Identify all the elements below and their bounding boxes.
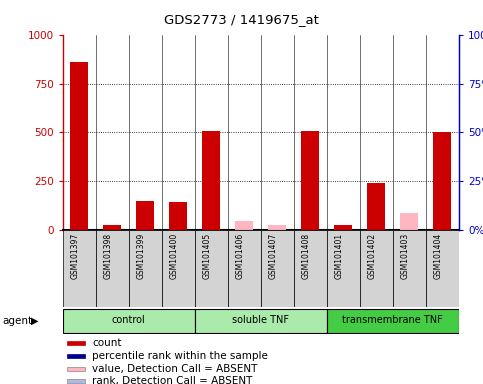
Text: value, Detection Call = ABSENT: value, Detection Call = ABSENT (92, 364, 258, 374)
Bar (195, 309, 327, 333)
Bar (67, 354, 85, 358)
Bar (327, 309, 459, 333)
Bar (202, 131, 220, 230)
Bar (136, 201, 155, 230)
Bar (162, 230, 195, 307)
Text: GSM101399: GSM101399 (136, 233, 145, 279)
Text: GSM101402: GSM101402 (368, 233, 376, 279)
Bar (70, 62, 88, 230)
Bar (400, 213, 418, 230)
Bar (367, 184, 385, 230)
Bar (426, 230, 459, 307)
Text: transmembrane TNF: transmembrane TNF (342, 315, 443, 325)
Bar (360, 230, 393, 307)
Bar (103, 225, 121, 230)
Bar (67, 379, 85, 383)
Text: GSM101407: GSM101407 (269, 233, 277, 279)
Bar (393, 230, 426, 307)
Bar (433, 131, 452, 230)
Text: soluble TNF: soluble TNF (232, 315, 289, 325)
Bar (327, 230, 360, 307)
Text: agent: agent (2, 316, 32, 326)
Bar (228, 230, 261, 307)
Text: GSM101406: GSM101406 (235, 233, 244, 279)
Text: ▶: ▶ (31, 316, 39, 326)
Text: GSM101404: GSM101404 (433, 233, 442, 279)
Bar (294, 230, 327, 307)
Bar (63, 230, 96, 307)
Text: GSM101408: GSM101408 (301, 233, 311, 279)
Text: GSM101405: GSM101405 (202, 233, 212, 279)
Text: GSM101403: GSM101403 (400, 233, 410, 279)
Bar (268, 225, 286, 230)
Text: GDS2773 / 1419675_at: GDS2773 / 1419675_at (164, 13, 319, 26)
Bar (301, 131, 319, 230)
Bar (334, 225, 353, 230)
Text: GSM101400: GSM101400 (170, 233, 178, 279)
Text: GSM101398: GSM101398 (103, 233, 112, 279)
Text: GSM101401: GSM101401 (334, 233, 343, 279)
Text: rank, Detection Call = ABSENT: rank, Detection Call = ABSENT (92, 376, 253, 384)
Bar (96, 230, 129, 307)
Text: percentile rank within the sample: percentile rank within the sample (92, 351, 269, 361)
Bar (63, 309, 195, 333)
Bar (67, 341, 85, 345)
Text: count: count (92, 338, 122, 348)
Bar (129, 230, 162, 307)
Text: GSM101397: GSM101397 (71, 233, 79, 279)
Bar (195, 230, 228, 307)
Bar (169, 202, 187, 230)
Bar (235, 220, 254, 230)
Text: control: control (112, 315, 146, 325)
Bar (261, 230, 294, 307)
Bar (67, 367, 85, 371)
